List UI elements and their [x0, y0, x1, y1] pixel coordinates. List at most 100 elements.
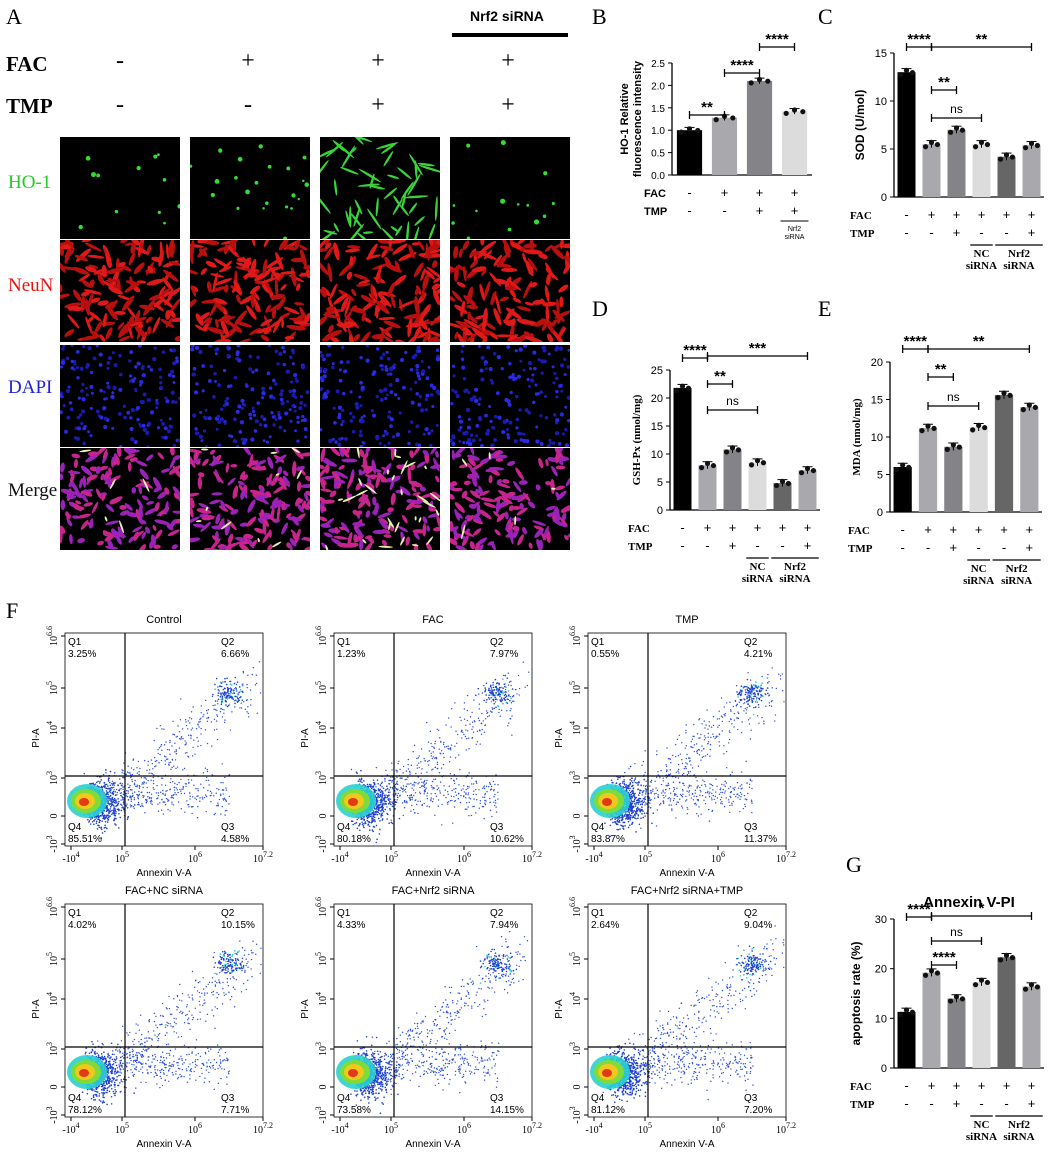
micrograph-merge-2: [190, 448, 310, 550]
fac-row-label: FAC: [6, 52, 48, 76]
y-tick-label: 20: [875, 964, 887, 976]
quadrant-name: Q1: [591, 637, 605, 648]
group-label: siRNA: [966, 260, 997, 272]
quadrant-name: Q1: [337, 908, 351, 919]
flow-tick-label: 106: [188, 850, 202, 865]
fac-sign: +: [721, 185, 729, 200]
data-point: [972, 144, 979, 150]
bar: [798, 470, 817, 510]
fac-label: FAC: [628, 523, 650, 535]
flow-title: Control: [146, 614, 181, 626]
bar: [947, 998, 966, 1068]
data-point: [710, 462, 717, 469]
flow-tick-label: 106.6: [314, 897, 329, 917]
data-point: [798, 470, 805, 476]
tmp-sign: +: [1028, 225, 1036, 240]
micrograph-ho1-2: [190, 137, 310, 239]
data-point: [897, 1011, 904, 1018]
chart-d: 0 5 10 15 20 25 GSH-Px (nmol/mg) FAC TMP - + + + + + - -…: [628, 340, 820, 585]
channel-label-dapi: DAPI: [8, 377, 53, 398]
tmp-label: TMP: [848, 543, 873, 555]
data-point: [909, 1009, 916, 1015]
significance-label: **: [973, 333, 985, 350]
bar: [994, 395, 1014, 512]
bar: [997, 156, 1016, 197]
flow-tick-label: 107.2: [522, 850, 542, 865]
quadrant-q4-value: 83.87%: [591, 834, 625, 845]
tmp-sign: +: [371, 92, 385, 118]
fac-sign: +: [756, 185, 764, 200]
tmp-sign: -: [780, 538, 784, 553]
tmp-sign: +: [950, 540, 958, 555]
quadrant-q3-value: 11.37%: [744, 834, 777, 845]
tmp-sign: -: [1002, 540, 1006, 555]
fac-sign: +: [950, 522, 958, 537]
quadrant-name: Q3: [221, 822, 235, 833]
fac-sign: +: [1028, 207, 1036, 222]
channel-label-merge: Merge: [8, 480, 58, 501]
data-point: [894, 467, 900, 473]
flow-tick-label: 106.6: [568, 626, 583, 646]
micrograph-neun-1: [60, 240, 180, 342]
quadrant-name: Q3: [221, 1093, 235, 1104]
fac-sign: +: [978, 1078, 986, 1093]
bar: [897, 72, 916, 197]
tmp-sign: +: [756, 203, 764, 218]
data-point: [953, 125, 960, 131]
fac-label: FAC: [848, 525, 870, 537]
significance-label: ****: [932, 949, 956, 966]
significance-label: ****: [683, 342, 707, 359]
bar: [969, 427, 988, 512]
fac-sign: +: [928, 1078, 936, 1093]
tmp-sign: -: [116, 92, 124, 118]
quadrant-name: Q2: [490, 637, 504, 648]
group-label: NC: [971, 563, 987, 575]
flow-tick-label: -103: [45, 835, 60, 852]
data-point: [678, 129, 684, 135]
data-point: [686, 126, 693, 132]
data-point: [931, 425, 937, 431]
data-point: [729, 445, 736, 451]
flow-tick-label: 105: [384, 1121, 398, 1136]
flow-tick-label: 0: [318, 1085, 329, 1090]
y-tick-label: 5: [877, 470, 883, 482]
quadrant-name: Q1: [68, 637, 82, 648]
group-label: siRNA: [963, 575, 994, 587]
y-tick-label: 2.0: [651, 81, 665, 92]
data-point: [903, 67, 910, 73]
flow-y-label: PI-A: [300, 728, 311, 748]
significance-label: **: [701, 99, 713, 116]
bar: [673, 387, 692, 510]
micrograph-dapi-4: [450, 345, 570, 447]
data-point: [804, 465, 811, 472]
bar: [676, 130, 703, 175]
micrograph-neun-3: [320, 240, 440, 342]
y-tick-label: 10: [875, 96, 887, 108]
data-point: [765, 78, 771, 84]
bar: [918, 428, 938, 512]
data-point: [997, 156, 1004, 162]
quadrant-q2-value: 6.66%: [221, 649, 249, 660]
micrograph-ho1-4: [450, 137, 570, 239]
tmp-sign: +: [1028, 1096, 1036, 1111]
flow-tick-label: 106: [457, 1121, 471, 1136]
chart-b: 0.0 0.5 1.0 1.5 2.0 2.5 HO-1 Relativefluoresce…: [619, 31, 812, 241]
fac-label: FAC: [850, 1081, 872, 1093]
data-point: [1026, 402, 1032, 408]
data-point: [1009, 955, 1016, 961]
bar: [748, 462, 767, 510]
data-point: [713, 117, 719, 123]
significance-label: ns: [950, 925, 963, 939]
group-label: Nrf2: [1008, 1119, 1030, 1131]
density-core: [79, 1069, 89, 1077]
flow-x-label: Annexin V-A: [136, 868, 191, 879]
group-label: siRNA: [742, 573, 773, 585]
group-label: siRNA: [1001, 575, 1032, 587]
flow-tick-label: 105: [45, 952, 60, 966]
flow-x-label: Annexin V-A: [405, 868, 460, 879]
fac-label: FAC: [644, 188, 666, 200]
bar: [698, 465, 717, 510]
group-label: siRNA: [785, 234, 805, 241]
